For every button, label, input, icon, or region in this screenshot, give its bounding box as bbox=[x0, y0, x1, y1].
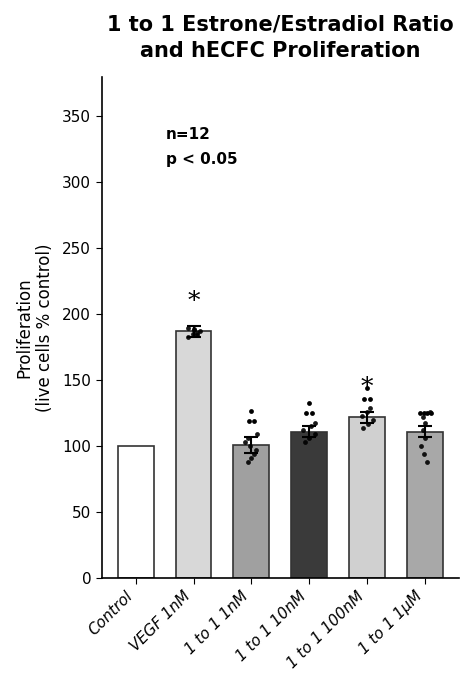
Point bbox=[245, 457, 252, 468]
Text: n=12: n=12 bbox=[166, 127, 211, 142]
Point bbox=[311, 429, 319, 440]
Point bbox=[190, 323, 197, 334]
Text: p < 0.05: p < 0.05 bbox=[166, 152, 237, 167]
Point bbox=[245, 433, 252, 444]
Point bbox=[184, 331, 191, 342]
Point bbox=[423, 407, 431, 418]
Point bbox=[250, 449, 258, 460]
Text: *: * bbox=[187, 290, 200, 313]
Point bbox=[250, 416, 257, 427]
Point bbox=[419, 425, 427, 436]
Y-axis label: Proliferation
(live cells % control): Proliferation (live cells % control) bbox=[15, 244, 54, 412]
Point bbox=[358, 410, 366, 421]
Point bbox=[363, 383, 371, 394]
Point bbox=[302, 407, 310, 418]
Point bbox=[364, 407, 371, 418]
Point bbox=[189, 329, 197, 340]
Bar bbox=[118, 447, 154, 578]
Point bbox=[193, 327, 201, 338]
Point bbox=[421, 433, 428, 444]
Point bbox=[196, 326, 204, 337]
Bar bbox=[291, 431, 327, 578]
Point bbox=[417, 441, 425, 452]
Point bbox=[253, 429, 261, 440]
Bar bbox=[349, 417, 385, 578]
Point bbox=[367, 403, 374, 414]
Point bbox=[242, 437, 249, 448]
Point bbox=[184, 322, 191, 333]
Point bbox=[423, 457, 431, 468]
Point bbox=[247, 405, 255, 416]
Point bbox=[419, 412, 427, 423]
Point bbox=[247, 453, 255, 464]
Point bbox=[426, 407, 433, 418]
Point bbox=[305, 433, 312, 444]
Point bbox=[246, 441, 254, 452]
Title: 1 to 1 Estrone/Estradiol Ratio
and hECFC Proliferation: 1 to 1 Estrone/Estradiol Ratio and hECFC… bbox=[107, 15, 454, 62]
Text: *: * bbox=[361, 376, 373, 399]
Point bbox=[359, 423, 367, 434]
Point bbox=[305, 397, 313, 408]
Point bbox=[427, 407, 434, 418]
Point bbox=[307, 421, 314, 432]
Point bbox=[420, 407, 428, 418]
Point bbox=[369, 414, 376, 425]
Point bbox=[301, 437, 309, 448]
Point bbox=[360, 393, 368, 404]
Point bbox=[194, 330, 201, 341]
Point bbox=[308, 407, 316, 418]
Point bbox=[420, 449, 428, 460]
Bar bbox=[407, 431, 443, 578]
Point bbox=[245, 416, 253, 427]
Bar bbox=[233, 445, 269, 578]
Point bbox=[417, 407, 424, 418]
Point bbox=[366, 393, 374, 404]
Bar bbox=[176, 331, 211, 578]
Point bbox=[421, 417, 428, 428]
Point bbox=[364, 418, 372, 429]
Point bbox=[190, 324, 198, 335]
Point bbox=[252, 445, 259, 456]
Point bbox=[311, 417, 319, 428]
Point bbox=[299, 425, 306, 436]
